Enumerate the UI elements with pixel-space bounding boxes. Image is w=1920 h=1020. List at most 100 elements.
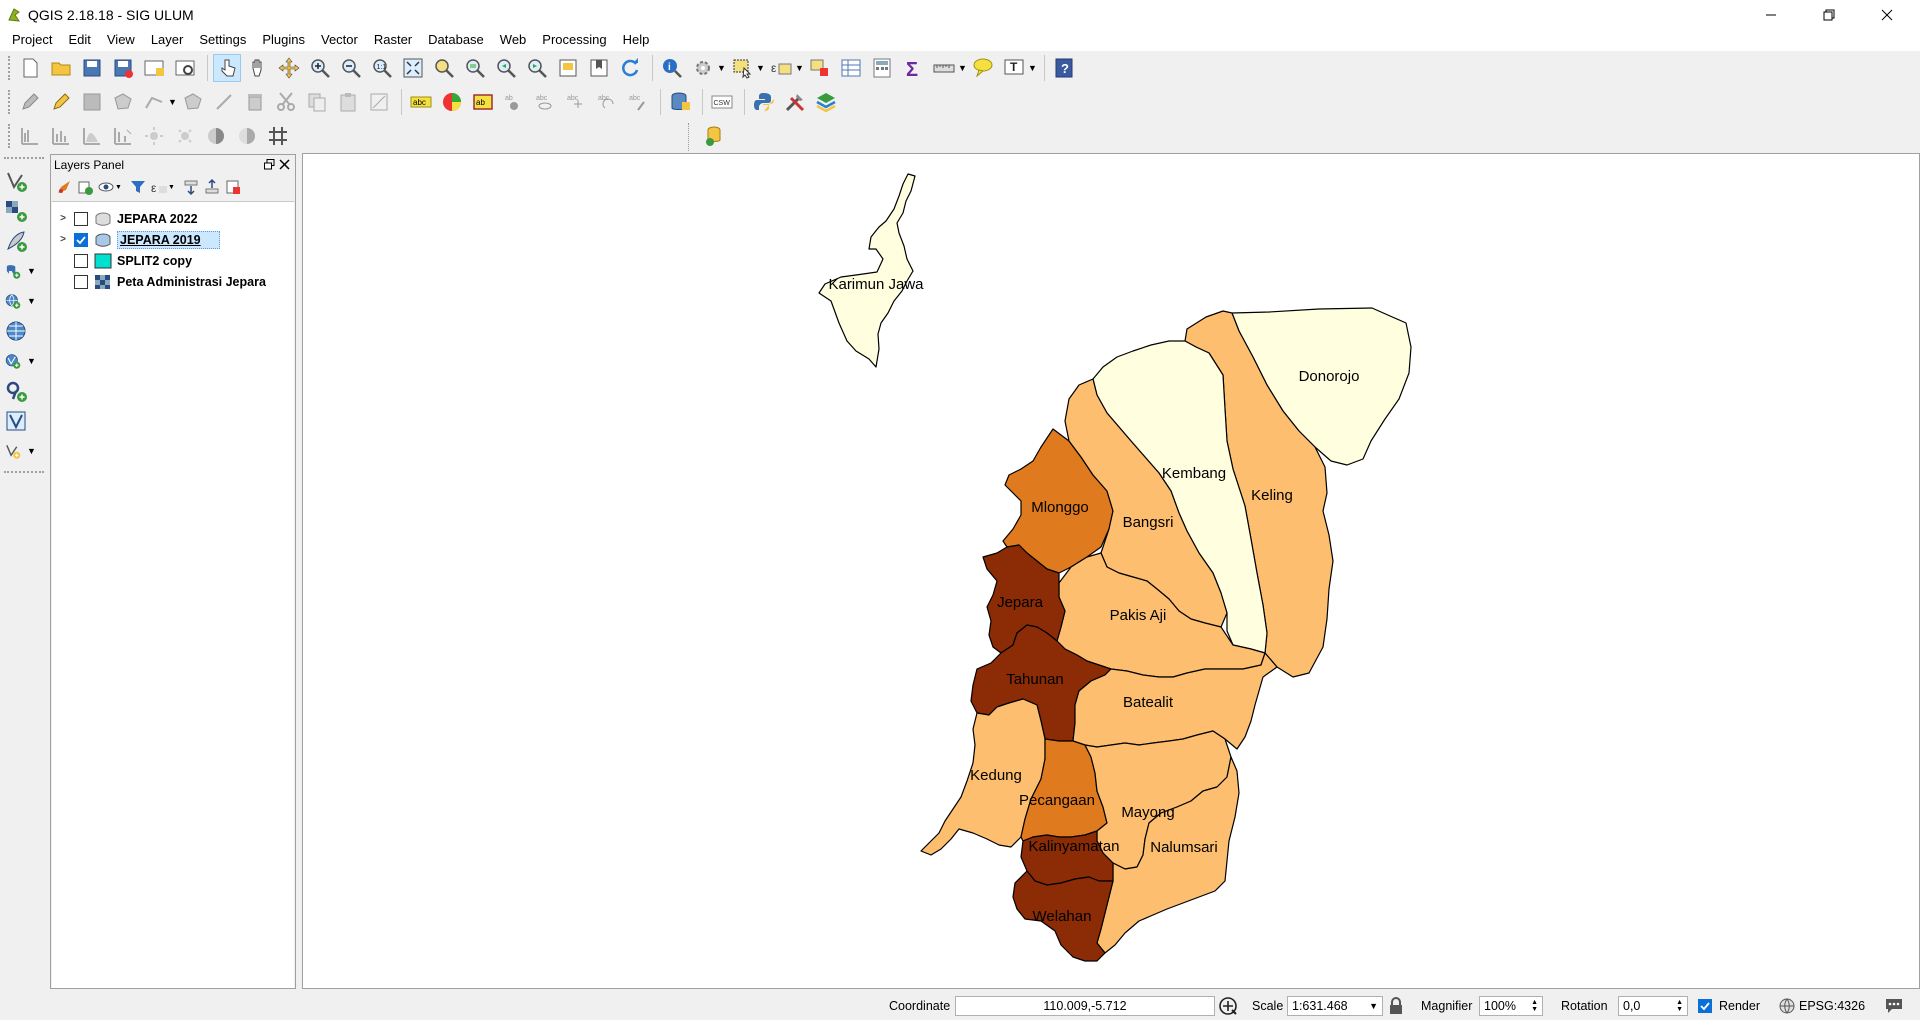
new-shapefile-layer-button[interactable]: ▼ (4, 437, 38, 465)
menu-project[interactable]: Project (12, 32, 53, 47)
full-histogram-button[interactable] (78, 122, 106, 150)
diagram-options-button[interactable] (438, 88, 466, 116)
coordinate-input[interactable]: 110.009,-5.712 (955, 996, 1215, 1016)
map-svg[interactable]: Karimun Jawa Donorojo Kembang Keling Mlo… (303, 154, 1919, 988)
move-label-button[interactable]: abc (562, 88, 590, 116)
rotate-label-button[interactable]: abc (593, 88, 621, 116)
zoom-next-button[interactable] (523, 54, 551, 82)
open-project-button[interactable] (47, 54, 75, 82)
rotation-spinbox[interactable]: 0,0 ▲ ▼ (1618, 996, 1688, 1016)
expand-all-icon[interactable] (182, 178, 200, 196)
menu-view[interactable]: View (106, 32, 135, 47)
open-attribute-table-button[interactable] (837, 54, 865, 82)
chevron-down-icon[interactable]: ▼ (115, 183, 122, 191)
node-editor-button[interactable] (210, 88, 238, 116)
move-feature-button[interactable] (179, 88, 207, 116)
layer-visibility-checkbox[interactable] (74, 232, 88, 247)
copy-features-button[interactable] (303, 88, 331, 116)
increase-contrast-button[interactable] (202, 122, 230, 150)
chevron-down-icon[interactable]: ▼ (168, 97, 177, 107)
db-layer-button[interactable] (700, 122, 728, 150)
composer-manager-button[interactable] (171, 54, 199, 82)
local-histogram-button[interactable] (47, 122, 75, 150)
paste-features-button[interactable] (334, 88, 362, 116)
filter-expression-icon[interactable]: ε (150, 178, 168, 196)
graticule-button[interactable] (264, 122, 292, 150)
chevron-down-icon[interactable]: ▼ (795, 63, 804, 73)
toolbar-handle[interactable] (8, 56, 12, 80)
identify-features-button[interactable]: i (658, 54, 686, 82)
refresh-button[interactable] (616, 54, 644, 82)
pin-labels-button[interactable]: ab (500, 88, 528, 116)
toolbar-handle[interactable] (4, 157, 44, 159)
statistical-summary-button[interactable]: Σ (899, 54, 927, 82)
chevron-right-icon[interactable]: > (60, 234, 66, 245)
layer-item-jepara-2022[interactable]: > JEPARA 2022 (52, 208, 294, 229)
menu-settings[interactable]: Settings (199, 32, 247, 47)
select-features-button[interactable] (728, 54, 756, 82)
add-wms-layer-button[interactable]: ▼ (4, 287, 38, 315)
current-edits-button[interactable] (16, 88, 44, 116)
minimize-button[interactable] (1748, 0, 1794, 29)
collapse-all-icon[interactable] (203, 178, 221, 196)
menu-database[interactable]: Database (428, 32, 484, 47)
histogram-button[interactable] (16, 122, 44, 150)
chevron-down-icon[interactable]: ▼ (1028, 63, 1037, 73)
chevron-down-icon[interactable]: ▼ (27, 446, 36, 456)
menu-layer[interactable]: Layer (150, 32, 184, 47)
python-console-button[interactable] (750, 88, 778, 116)
measure-line-button[interactable] (930, 54, 958, 82)
remove-layer-icon[interactable] (224, 178, 242, 196)
layer-labeling-button[interactable]: abc (407, 88, 435, 116)
save-as-button[interactable] (109, 54, 137, 82)
add-spatialite-layer-button[interactable] (4, 227, 38, 255)
zoom-to-selection-button[interactable] (430, 54, 458, 82)
layer-item-split2-copy[interactable]: SPLIT2 copy (52, 250, 294, 271)
field-calculator-button[interactable] (868, 54, 896, 82)
chevron-down-icon[interactable]: ▼ (756, 63, 765, 73)
toolbox-button[interactable] (781, 88, 809, 116)
chevron-down-icon[interactable]: ▼ (168, 183, 175, 191)
highlight-pinned-labels-button[interactable]: ab (469, 88, 497, 116)
menu-help[interactable]: Help (622, 32, 650, 47)
toolbar-handle[interactable] (4, 471, 44, 473)
toolbar-handle[interactable] (8, 124, 12, 148)
new-map-view-button[interactable] (554, 54, 582, 82)
stretch-histogram-button[interactable] (109, 122, 137, 150)
menu-web[interactable]: Web (499, 32, 527, 47)
increase-brightness-button[interactable] (140, 122, 168, 150)
add-delimited-text-button[interactable] (4, 377, 38, 405)
new-bookmark-button[interactable] (585, 54, 613, 82)
chevron-right-icon[interactable]: > (60, 213, 66, 224)
add-wfs-layer-button[interactable]: ▼ (4, 347, 38, 375)
menu-vector[interactable]: Vector (320, 32, 358, 47)
menu-edit[interactable]: Edit (68, 32, 91, 47)
render-checkbox[interactable] (1698, 999, 1712, 1013)
close-panel-icon[interactable] (279, 159, 290, 170)
add-vector-layer-button[interactable] (4, 167, 38, 195)
magnifier-spinbox[interactable]: 100% ▲ ▼ (1479, 996, 1543, 1016)
close-button[interactable] (1864, 0, 1910, 29)
run-feature-action-button[interactable] (689, 54, 717, 82)
map-tips-button[interactable] (969, 54, 997, 82)
coordinate-toggle-icon[interactable] (1218, 996, 1238, 1016)
add-raster-layer-button[interactable] (4, 197, 38, 225)
advanced-digitizing-button[interactable] (365, 88, 393, 116)
add-wcs-layer-button[interactable] (4, 317, 38, 345)
region-batealit[interactable] (1072, 652, 1278, 750)
chevron-down-icon[interactable]: ▼ (27, 266, 36, 276)
map-canvas[interactable]: Karimun Jawa Donorojo Kembang Keling Mlo… (302, 153, 1920, 989)
delete-selected-button[interactable] (241, 88, 269, 116)
manage-visibility-icon[interactable] (97, 178, 115, 196)
save-layer-edits-button[interactable] (78, 88, 106, 116)
node-tool-button[interactable] (140, 88, 168, 116)
layer-visibility-checkbox[interactable] (74, 274, 88, 289)
layer-visibility-checkbox[interactable] (74, 253, 88, 268)
chevron-down-icon[interactable]: ▼ (958, 63, 967, 73)
save-project-button[interactable] (78, 54, 106, 82)
touch-zoom-pan-button[interactable] (213, 54, 241, 82)
help-contents-button[interactable]: ? (1050, 54, 1078, 82)
new-project-button[interactable] (16, 54, 44, 82)
filter-legend-icon[interactable] (129, 178, 147, 196)
add-group-icon[interactable] (76, 178, 94, 196)
